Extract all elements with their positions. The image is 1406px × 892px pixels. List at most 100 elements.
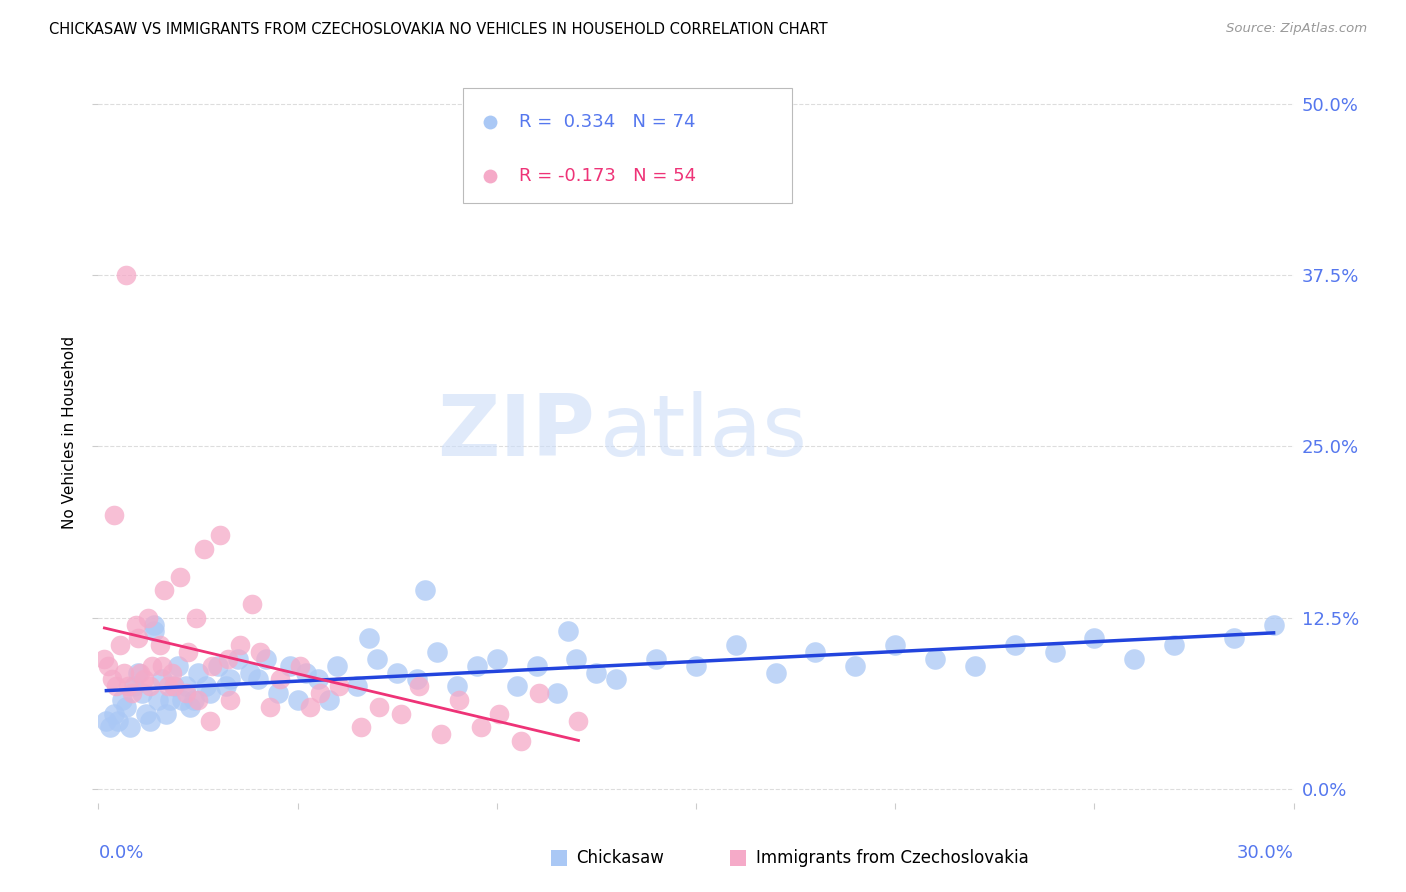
Point: [426, 645, 449, 659]
Point: [159, 693, 181, 707]
Point: [198, 686, 221, 700]
Point: [844, 658, 866, 673]
Point: [1263, 617, 1285, 632]
Point: [136, 611, 159, 625]
Point: [110, 638, 132, 652]
Text: R = -0.173   N = 54: R = -0.173 N = 54: [519, 167, 696, 185]
Point: [141, 658, 163, 673]
Point: [359, 632, 381, 646]
Point: [160, 665, 183, 680]
Point: [98, 720, 122, 734]
Point: [446, 679, 468, 693]
Point: [177, 645, 200, 659]
Point: [195, 679, 218, 693]
Point: [963, 658, 986, 673]
Point: [198, 714, 221, 728]
Point: [93, 652, 115, 666]
Point: [804, 645, 827, 659]
Point: [135, 706, 157, 721]
Point: [103, 783, 125, 797]
Point: [217, 652, 239, 666]
Point: [108, 783, 131, 797]
Point: [308, 686, 330, 700]
Point: [413, 583, 436, 598]
Text: atlas: atlas: [600, 391, 808, 475]
Point: [1123, 652, 1146, 666]
Point: [155, 706, 177, 721]
Point: [139, 714, 162, 728]
Point: [103, 706, 125, 721]
Point: [131, 686, 153, 700]
Point: [96, 714, 118, 728]
Text: 0.0%: 0.0%: [98, 844, 143, 862]
Point: [249, 645, 271, 659]
Point: [219, 693, 242, 707]
Point: [267, 686, 290, 700]
Point: [526, 658, 548, 673]
Point: [127, 665, 149, 680]
Point: [567, 714, 589, 728]
Point: [143, 617, 166, 632]
Point: [724, 638, 747, 652]
Point: [470, 720, 492, 734]
Point: [389, 706, 412, 721]
Point: [134, 673, 156, 687]
Point: [174, 686, 197, 700]
Point: [1043, 645, 1066, 659]
Text: R =  0.334   N = 74: R = 0.334 N = 74: [519, 113, 696, 131]
Point: [368, 699, 391, 714]
Point: [884, 638, 907, 652]
Point: [112, 665, 135, 680]
Point: [366, 652, 388, 666]
Point: [1083, 632, 1105, 646]
Point: [254, 652, 277, 666]
Point: [259, 699, 281, 714]
Point: [169, 569, 191, 583]
Text: Immigrants from Czechoslovakia: Immigrants from Czechoslovakia: [756, 849, 1028, 867]
Point: [219, 673, 242, 687]
Point: [184, 611, 207, 625]
Point: [645, 652, 668, 666]
Point: [172, 693, 194, 707]
Point: [924, 652, 946, 666]
Point: [557, 624, 579, 639]
Point: [765, 665, 787, 680]
Point: [294, 665, 316, 680]
Point: [174, 679, 197, 693]
Point: [385, 665, 409, 680]
Point: [685, 658, 707, 673]
Point: [287, 693, 309, 707]
Point: [350, 720, 373, 734]
Point: [318, 693, 340, 707]
Point: [100, 771, 122, 785]
Point: [107, 714, 129, 728]
Point: [121, 686, 143, 700]
Point: [149, 638, 172, 652]
Text: ZIP: ZIP: [437, 391, 595, 475]
Point: [105, 679, 128, 693]
Y-axis label: No Vehicles in Household: No Vehicles in Household: [62, 336, 77, 529]
Point: [129, 665, 152, 680]
Point: [408, 679, 430, 693]
Point: [127, 632, 149, 646]
Point: [115, 268, 138, 282]
Point: [326, 658, 349, 673]
Point: [124, 679, 146, 693]
Point: [187, 665, 209, 680]
Point: [120, 720, 142, 734]
Point: [207, 658, 229, 673]
Point: [179, 699, 201, 714]
Point: [506, 679, 529, 693]
Point: [163, 679, 186, 693]
Point: [278, 658, 301, 673]
Point: [246, 673, 269, 687]
Point: [193, 542, 215, 557]
Point: [215, 679, 238, 693]
Point: [328, 679, 350, 693]
Text: Chickasaw: Chickasaw: [576, 849, 665, 867]
Point: [125, 617, 148, 632]
Point: [183, 693, 205, 707]
Text: 30.0%: 30.0%: [1237, 844, 1294, 862]
Point: [201, 658, 224, 673]
Point: [117, 679, 139, 693]
